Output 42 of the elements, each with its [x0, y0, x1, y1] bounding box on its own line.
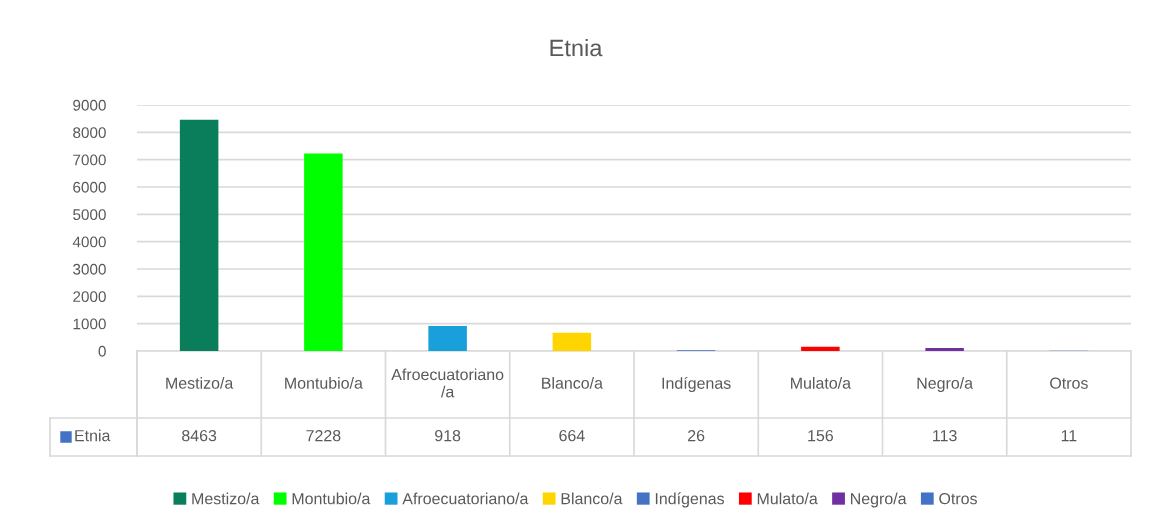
- x-tick-label: Montubio/a: [285, 377, 363, 389]
- data-label: 11: [1061, 430, 1077, 442]
- category-label: Afroecuatoriano/a: [402, 492, 529, 505]
- y-tick-label: 8000: [73, 127, 106, 139]
- data-label: 26: [688, 429, 705, 442]
- data-label: 8463: [182, 429, 217, 442]
- category-label: Otros: [939, 492, 977, 505]
- y-tick-label: 5000: [73, 209, 106, 221]
- x-tick-label: Indígenas: [662, 376, 731, 393]
- data-label: 7228: [306, 429, 341, 442]
- bar: [428, 325, 467, 351]
- x-tick-label: Mulato/a: [791, 377, 852, 389]
- y-tick-label: 3000: [73, 263, 106, 275]
- x-tick-label: Negro/a: [917, 377, 974, 392]
- legend-label: Etnia: [75, 429, 111, 442]
- x-tick-label: Otros: [1050, 377, 1088, 389]
- category-label: Negro/a: [851, 492, 907, 508]
- category-label: Mulato/a: [757, 492, 818, 505]
- data-label: 918: [435, 429, 461, 442]
- y-tick-label: 1000: [73, 318, 106, 330]
- y-tick-label: 7000: [73, 154, 106, 166]
- category-label: Indígenas: [655, 492, 724, 508]
- y-tick-label: 4000: [72, 236, 106, 248]
- category-label: Mestizo/a: [192, 492, 260, 505]
- data-label: 156: [808, 429, 833, 442]
- bar: [801, 346, 840, 351]
- x-tick-label: Mestizo/a: [166, 377, 234, 389]
- y-tick-label: 6000: [73, 181, 106, 193]
- x-tick-label: Blanco/a: [542, 377, 603, 389]
- chart-title: Etnia: [550, 39, 603, 57]
- bar: [552, 332, 592, 351]
- x-tick-label: Afroecuatoriano/a: [391, 368, 504, 398]
- category-label: Montubio/a: [292, 492, 371, 505]
- data-label: 113: [933, 429, 957, 442]
- bar: [925, 347, 964, 351]
- category-label: Blanco/a: [561, 492, 623, 505]
- y-tick-label: 0: [98, 345, 106, 357]
- data-label: 664: [559, 429, 585, 442]
- y-tick-label: 2000: [73, 291, 106, 303]
- bar: [304, 153, 343, 351]
- y-tick-label: 9000: [73, 99, 106, 111]
- bar: [179, 119, 219, 351]
